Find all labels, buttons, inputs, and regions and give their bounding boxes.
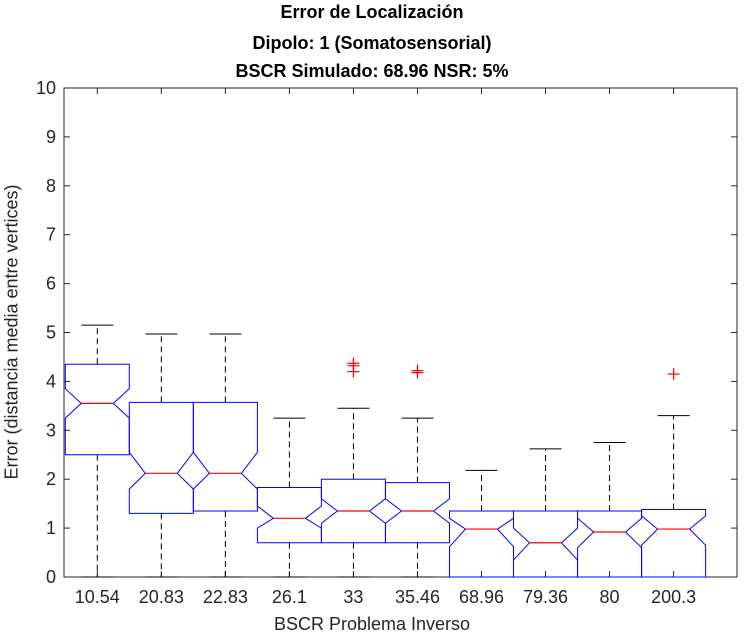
chart-title-line-2: Dipolo: 1 (Somatosensorial) bbox=[252, 33, 492, 53]
notched-box bbox=[192, 401, 258, 512]
y-tick-label: 0 bbox=[46, 567, 56, 587]
x-tick-label: 20.83 bbox=[139, 587, 184, 607]
y-tick-label: 4 bbox=[46, 371, 56, 391]
notched-box bbox=[641, 509, 707, 578]
x-tick-label: 22.83 bbox=[203, 587, 248, 607]
x-tick-label: 35.46 bbox=[395, 587, 440, 607]
chart-title-line-3: BSCR Simulado: 68.96 NSR: 5% bbox=[235, 61, 509, 81]
y-tick-label: 3 bbox=[46, 420, 56, 440]
chart-title-line-1: Error de Localización bbox=[280, 2, 464, 22]
y-tick-label: 7 bbox=[46, 225, 56, 245]
x-tick-label: 68.96 bbox=[459, 587, 504, 607]
notched-box bbox=[513, 510, 578, 578]
notched-box bbox=[577, 510, 643, 578]
notched-box bbox=[128, 401, 194, 514]
x-tick-label: 26.1 bbox=[272, 587, 307, 607]
notched-box bbox=[385, 482, 450, 544]
notched-box bbox=[256, 487, 322, 544]
x-tick-label: 33 bbox=[343, 587, 363, 607]
y-axis-label: Error (distancia media entre vertices) bbox=[1, 184, 22, 480]
y-tick-label: 6 bbox=[46, 274, 56, 294]
notched-box bbox=[64, 363, 130, 456]
notched-box bbox=[449, 510, 514, 578]
x-tick-label: 79.36 bbox=[523, 587, 568, 607]
y-tick-label: 10 bbox=[36, 78, 56, 98]
plot-area-frame bbox=[63, 87, 738, 578]
y-tick-label: 1 bbox=[46, 518, 56, 538]
y-tick-label: 9 bbox=[46, 127, 56, 147]
x-tick-label: 10.54 bbox=[75, 587, 120, 607]
x-axis-label: BSCR Problema Inverso bbox=[273, 614, 471, 634]
x-tick-label: 80 bbox=[600, 587, 620, 607]
y-tick-label: 8 bbox=[46, 176, 56, 196]
x-tick-label: 200.3 bbox=[651, 587, 696, 607]
y-tick-label: 2 bbox=[46, 469, 56, 489]
y-tick-label: 5 bbox=[46, 323, 56, 343]
